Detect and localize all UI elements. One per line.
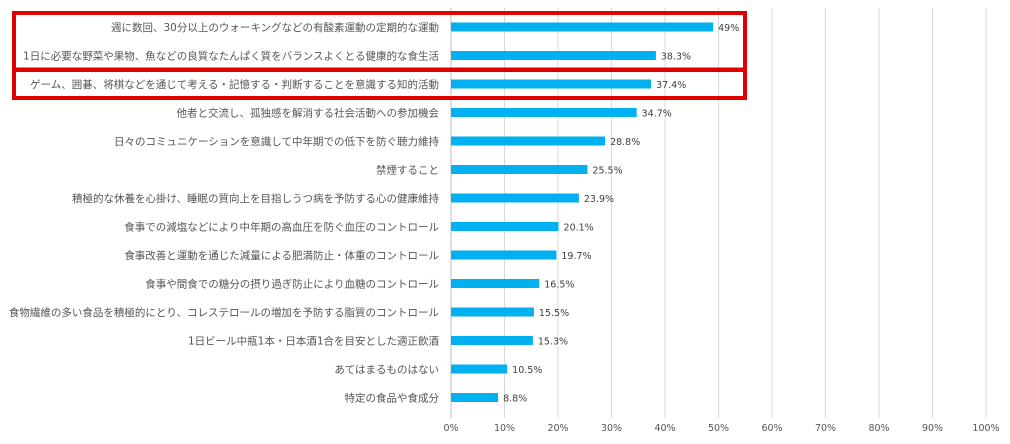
value-label: 49% xyxy=(718,23,739,34)
x-tick-label: 60% xyxy=(761,423,782,434)
bar-13 xyxy=(451,393,499,402)
value-label: 34.7% xyxy=(642,109,672,120)
category-label: あてはまるものはない xyxy=(334,364,439,376)
category-label: 積極的な休養を心掛け、睡眠の質向上を目指しうつ病を予防する心の健康維持 xyxy=(72,192,439,205)
category-label: 禁煙すること xyxy=(376,165,439,177)
category-label: 食事や間食での糖分の摂り過ぎ防止により血糖のコントロール xyxy=(145,278,439,291)
value-label: 19.7% xyxy=(561,251,591,262)
category-label: 食事改善と運動を通じた減量による肥満防止・体重のコントロール xyxy=(124,249,439,262)
bar-10 xyxy=(451,307,534,317)
x-tick-label: 0% xyxy=(443,423,458,434)
category-label: 他者と交流し、孤独感を解消する社会活動への参加機会 xyxy=(177,107,440,120)
category-label: 1日ビール中瓶1本・日本酒1合を目安とした適正飲酒 xyxy=(188,335,440,348)
bar-8 xyxy=(451,250,557,260)
category-label: ゲーム、囲碁、将棋などを通じて考える・記憶する・判断することを意識する知的活動 xyxy=(30,78,439,91)
x-tick-label: 80% xyxy=(868,423,889,434)
bar-3 xyxy=(451,108,637,117)
value-label: 16.5% xyxy=(544,280,574,291)
category-label: 日々のコミュニケーションを意識して中年期での低下を防ぐ聴力維持 xyxy=(114,135,439,148)
x-tick-label: 20% xyxy=(547,423,568,434)
value-label: 8.8% xyxy=(503,394,527,405)
category-label: 特定の食品や食成分 xyxy=(345,392,440,405)
x-tick-label: 100% xyxy=(972,423,999,434)
category-label: 食物繊維の多い食品を積極的にとり、コレステロールの増加を予防する脂質のコントロー… xyxy=(9,306,439,319)
value-label: 23.9% xyxy=(584,194,614,205)
bar-0 xyxy=(451,22,714,32)
bar-9 xyxy=(451,279,540,288)
bar-2 xyxy=(451,79,652,89)
bar-11 xyxy=(451,336,533,345)
highlight-layer xyxy=(12,11,747,100)
bar-layer xyxy=(451,22,714,402)
bar-4 xyxy=(451,136,606,146)
value-label: 10.5% xyxy=(512,365,542,376)
highlight-box-1 xyxy=(12,68,747,100)
x-tick-label: 40% xyxy=(654,423,675,434)
value-label: 15.3% xyxy=(538,337,568,348)
value-label: 28.8% xyxy=(610,137,640,148)
grid-layer xyxy=(450,8,987,418)
value-label: 38.3% xyxy=(661,52,691,63)
bar-12 xyxy=(451,364,508,374)
bar-6 xyxy=(451,193,579,203)
x-tick-label: 10% xyxy=(494,423,515,434)
value-label: 37.4% xyxy=(656,80,686,91)
value-label: 25.5% xyxy=(592,166,622,177)
bar-1 xyxy=(451,51,656,60)
value-label: 20.1% xyxy=(564,223,594,234)
tick-layer: 0% 10% 20% 30% 40% 50% 60% 70% 80% 90% 100% xyxy=(443,423,999,434)
x-tick-label: 50% xyxy=(708,423,729,434)
x-tick-label: 90% xyxy=(922,423,943,434)
x-tick-label: 70% xyxy=(815,423,836,434)
value-label: 15.5% xyxy=(539,308,569,319)
category-label: 1日に必要な野菜や果物、魚などの良質なたんぱく質をバランスよくとる健康的な食生活 xyxy=(23,50,439,63)
x-tick-label: 30% xyxy=(601,423,622,434)
label-layer: 週に数回、30分以上のウォーキングなどの有酸素運動の定期的な運動 49% 1日に必要… xyxy=(9,21,739,405)
bar-5 xyxy=(451,165,588,174)
bar-7 xyxy=(451,222,559,231)
category-label: 食事での減塩などにより中年期の高血圧を防ぐ血圧のコントロール xyxy=(124,221,439,234)
category-label: 週に数回、30分以上のウォーキングなどの有酸素運動の定期的な運動 xyxy=(111,21,439,34)
